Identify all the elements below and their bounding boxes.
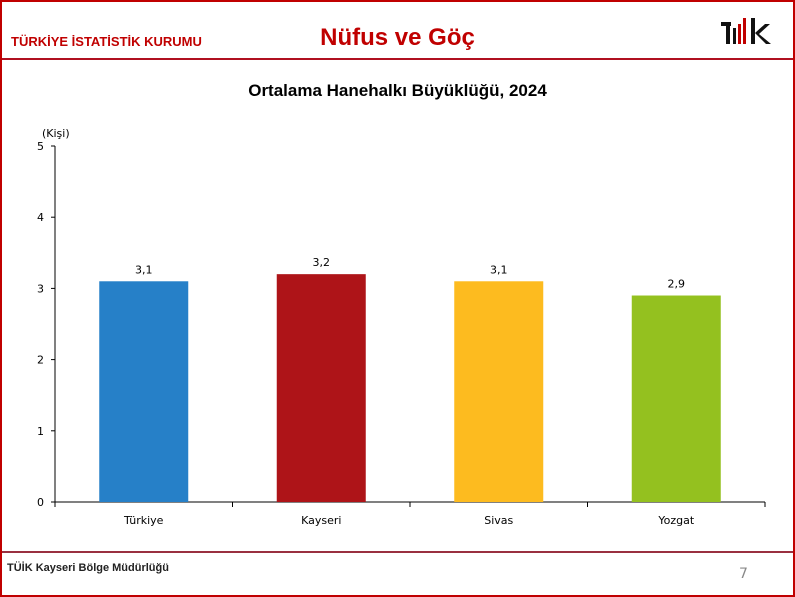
data-label: 3,1 <box>490 263 508 276</box>
y-tick-label: 1 <box>37 425 44 438</box>
x-tick-label: Türkiye <box>123 514 164 527</box>
footer-divider <box>2 551 793 553</box>
y-tick-label: 5 <box>37 140 44 153</box>
data-label: 3,1 <box>135 263 153 276</box>
y-tick-label: 0 <box>37 496 44 509</box>
organization-name: TÜRKİYE İSTATİSTİK KURUMU <box>11 34 202 49</box>
y-tick-label: 2 <box>37 354 44 367</box>
data-label: 3,2 <box>313 256 331 269</box>
y-axis-label: (Kişi) <box>42 127 70 140</box>
bar-kayseri <box>276 274 366 502</box>
chart-title: Ortalama Hanehalkı Büyüklüğü, 2024 <box>248 81 547 100</box>
footer-text: TÜİK Kayseri Bölge Müdürlüğü <box>7 562 169 574</box>
slide-title: Nüfus ve Göç <box>320 24 475 51</box>
x-tick-label: Kayseri <box>301 514 341 527</box>
y-tick-label: 3 <box>37 282 44 295</box>
x-tick-label: Yozgat <box>657 514 694 527</box>
page-number: 7 <box>739 566 748 582</box>
header-divider <box>2 58 793 60</box>
y-tick-label: 4 <box>37 211 44 224</box>
bar-yozgat <box>631 295 721 502</box>
x-tick-label: Sivas <box>484 514 513 527</box>
bar-sivas <box>454 281 544 502</box>
data-label: 2,9 <box>668 278 686 291</box>
tuik-logo <box>721 18 775 50</box>
bar-türkiye <box>99 281 189 502</box>
